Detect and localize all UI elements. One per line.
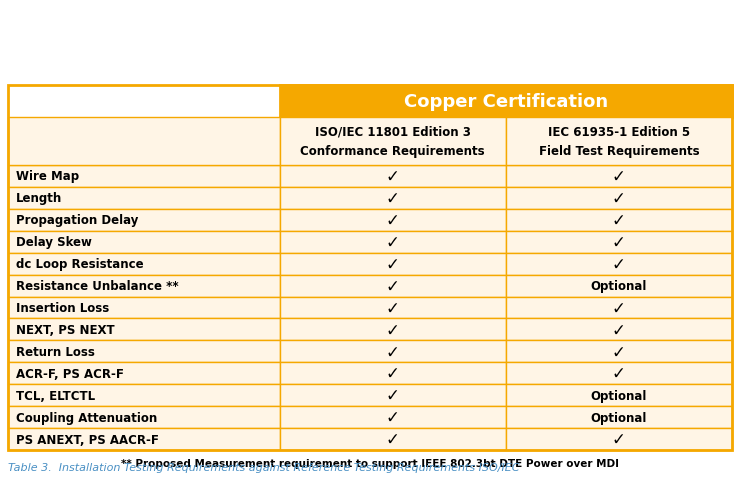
Bar	[505, 166, 732, 188]
Bar	[280, 275, 505, 297]
Bar	[280, 341, 505, 362]
Text: ✓: ✓	[612, 430, 626, 448]
Bar	[8, 384, 280, 406]
Bar	[280, 86, 732, 118]
Bar	[280, 231, 505, 253]
Text: ✓: ✓	[386, 299, 400, 317]
Bar	[280, 362, 505, 384]
Text: Copper Certification: Copper Certification	[404, 93, 608, 111]
Text: ✓: ✓	[386, 343, 400, 360]
Bar	[280, 209, 505, 231]
Text: ✓: ✓	[386, 386, 400, 404]
Bar	[8, 253, 280, 275]
Bar	[8, 231, 280, 253]
Bar	[8, 209, 280, 231]
Text: ISO/IEC 11801 Edition 3: ISO/IEC 11801 Edition 3	[314, 125, 471, 138]
Bar	[505, 341, 732, 362]
Text: Insertion Loss: Insertion Loss	[16, 301, 110, 314]
Bar	[505, 231, 732, 253]
Text: Optional: Optional	[591, 389, 647, 402]
Bar	[505, 253, 732, 275]
Text: Resistance Unbalance **: Resistance Unbalance **	[16, 279, 178, 292]
Text: ✓: ✓	[386, 168, 400, 186]
Bar	[505, 118, 732, 166]
Bar	[8, 319, 280, 341]
Text: IEC 61935-1 Edition 5: IEC 61935-1 Edition 5	[548, 125, 690, 138]
Text: ✓: ✓	[612, 299, 626, 317]
Text: Coupling Attenuation: Coupling Attenuation	[16, 411, 158, 424]
Bar	[8, 297, 280, 319]
Text: Propagation Delay: Propagation Delay	[16, 214, 138, 227]
Bar	[280, 406, 505, 428]
Text: Return Loss: Return Loss	[16, 345, 95, 358]
Bar	[280, 118, 505, 166]
Bar	[8, 118, 280, 166]
Bar	[505, 406, 732, 428]
Text: ✓: ✓	[612, 321, 626, 339]
Bar	[505, 297, 732, 319]
Text: Delay Skew: Delay Skew	[16, 236, 92, 249]
Bar	[505, 275, 732, 297]
Text: ✓: ✓	[612, 211, 626, 229]
Text: Optional: Optional	[591, 411, 647, 424]
Bar	[8, 406, 280, 428]
Text: ✓: ✓	[386, 408, 400, 426]
Text: ACR-F, PS ACR-F: ACR-F, PS ACR-F	[16, 367, 124, 380]
Bar	[280, 188, 505, 209]
Bar	[280, 253, 505, 275]
Bar	[505, 384, 732, 406]
Bar	[505, 319, 732, 341]
Text: dc Loop Resistance: dc Loop Resistance	[16, 258, 144, 271]
Text: ✓: ✓	[386, 190, 400, 207]
Bar	[280, 297, 505, 319]
Text: ** Proposed Measurement requirement to support IEEE 802.3bt DTE Power over MDI: ** Proposed Measurement requirement to s…	[121, 458, 619, 468]
Text: ✓: ✓	[612, 233, 626, 251]
Bar	[8, 341, 280, 362]
Bar	[8, 86, 732, 450]
Text: Conformance Requirements: Conformance Requirements	[300, 145, 485, 158]
Text: ✓: ✓	[612, 190, 626, 207]
Text: ✓: ✓	[386, 211, 400, 229]
Text: Field Test Requirements: Field Test Requirements	[539, 145, 699, 158]
Bar	[280, 166, 505, 188]
Text: Length: Length	[16, 192, 62, 205]
Bar	[280, 428, 505, 450]
Bar	[8, 428, 280, 450]
Text: ✓: ✓	[612, 255, 626, 273]
Bar	[8, 188, 280, 209]
Text: Table 3.  Installation Testing Requirements against Reference Testing Requiremen: Table 3. Installation Testing Requiremen…	[8, 462, 519, 472]
Bar	[505, 209, 732, 231]
Bar	[280, 384, 505, 406]
Text: PS ANEXT, PS AACR-F: PS ANEXT, PS AACR-F	[16, 432, 159, 445]
Bar	[8, 362, 280, 384]
Text: ✓: ✓	[386, 430, 400, 448]
Bar	[280, 319, 505, 341]
Bar	[505, 188, 732, 209]
Bar	[505, 428, 732, 450]
Text: ✓: ✓	[612, 364, 626, 383]
Text: ✓: ✓	[386, 321, 400, 339]
Text: Wire Map: Wire Map	[16, 170, 79, 183]
Bar	[505, 362, 732, 384]
Text: NEXT, PS NEXT: NEXT, PS NEXT	[16, 323, 115, 336]
Text: ✓: ✓	[612, 343, 626, 360]
Bar	[8, 166, 280, 188]
Text: TCL, ELTCTL: TCL, ELTCTL	[16, 389, 95, 402]
Text: ✓: ✓	[612, 168, 626, 186]
Text: ✓: ✓	[386, 255, 400, 273]
Text: ✓: ✓	[386, 277, 400, 295]
Text: Optional: Optional	[591, 279, 647, 292]
Text: ✓: ✓	[386, 364, 400, 383]
Text: ✓: ✓	[386, 233, 400, 251]
Bar	[8, 275, 280, 297]
